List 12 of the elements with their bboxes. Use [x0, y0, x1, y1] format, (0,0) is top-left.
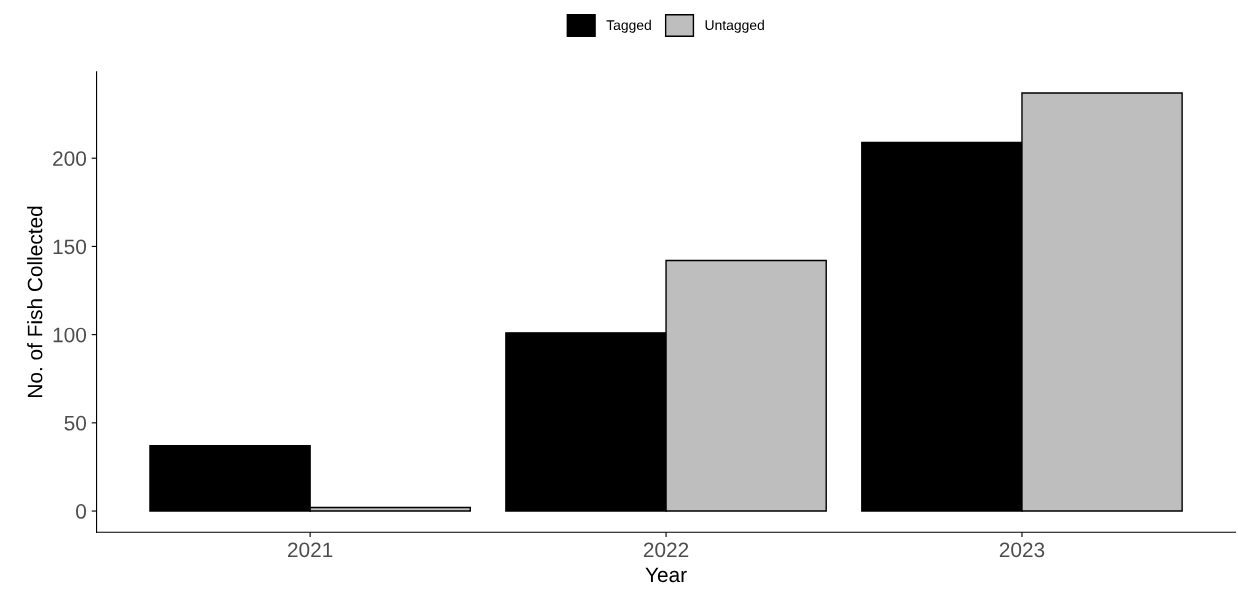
legend-label: Untagged — [705, 19, 764, 33]
y-tick-label: 150 — [53, 239, 87, 255]
y-tick-label: 50 — [64, 415, 87, 431]
x-tick-label: 2023 — [999, 542, 1045, 558]
y-axis-title: No. of Fish Collected — [27, 206, 43, 397]
y-tick-label: 100 — [53, 327, 87, 343]
x-tick-label: 2021 — [288, 542, 333, 558]
legend-label: Tagged — [606, 19, 651, 33]
x-axis-title: Year — [645, 567, 687, 583]
y-tick-label: 200 — [53, 151, 87, 166]
x-tick-label: 2022 — [643, 542, 689, 558]
y-tick-label: 0 — [76, 504, 87, 519]
